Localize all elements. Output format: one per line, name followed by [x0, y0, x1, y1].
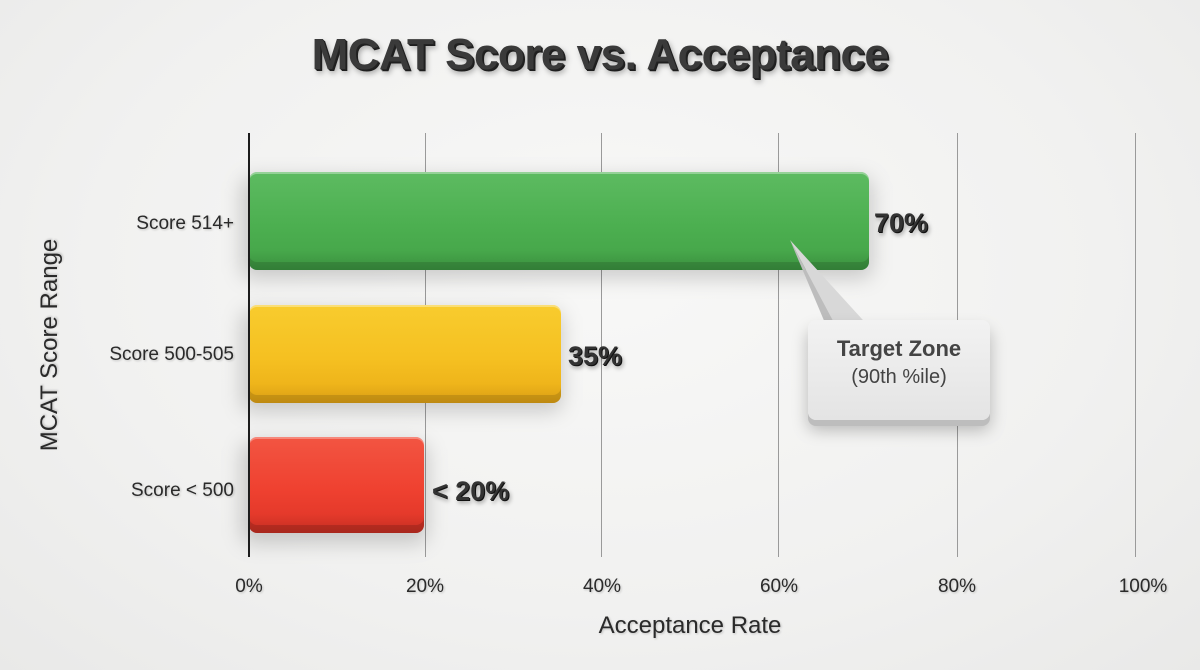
- gridline-100: [1135, 133, 1136, 557]
- plot-area: [242, 133, 1136, 557]
- bar-score-below-500[interactable]: [249, 437, 424, 533]
- gridline-40: [601, 133, 602, 557]
- category-label-500-505: Score 500-505: [109, 344, 234, 365]
- callout-subtitle: (90th %ile): [851, 366, 947, 388]
- bar-score-514-plus[interactable]: [249, 172, 869, 270]
- value-label-70: 70%: [874, 208, 929, 238]
- callout-title: Target Zone: [836, 336, 962, 361]
- value-label-35: 35%: [568, 341, 623, 371]
- x-tick-60: 60%: [759, 576, 799, 597]
- y-axis-line: [248, 133, 250, 557]
- target-zone-callout: Target Zone (90th %ile): [808, 320, 990, 420]
- x-tick-80: 80%: [937, 576, 977, 597]
- x-tick-20: 20%: [405, 576, 445, 597]
- category-label-below-500: Score < 500: [131, 480, 234, 501]
- x-tick-100: 100%: [1118, 576, 1168, 597]
- chart-title: MCAT Score vs. Acceptance: [311, 30, 889, 79]
- bar-score-500-505[interactable]: [249, 305, 561, 403]
- y-axis-label: MCAT Score Range: [36, 238, 63, 452]
- x-tick-0: 0%: [235, 576, 263, 597]
- x-axis-label: Acceptance Rate: [598, 612, 782, 639]
- gridline-60: [778, 133, 779, 557]
- value-label-under-20: < 20%: [432, 476, 510, 506]
- category-label-514-plus: Score 514+: [136, 213, 234, 234]
- x-tick-40: 40%: [582, 576, 622, 597]
